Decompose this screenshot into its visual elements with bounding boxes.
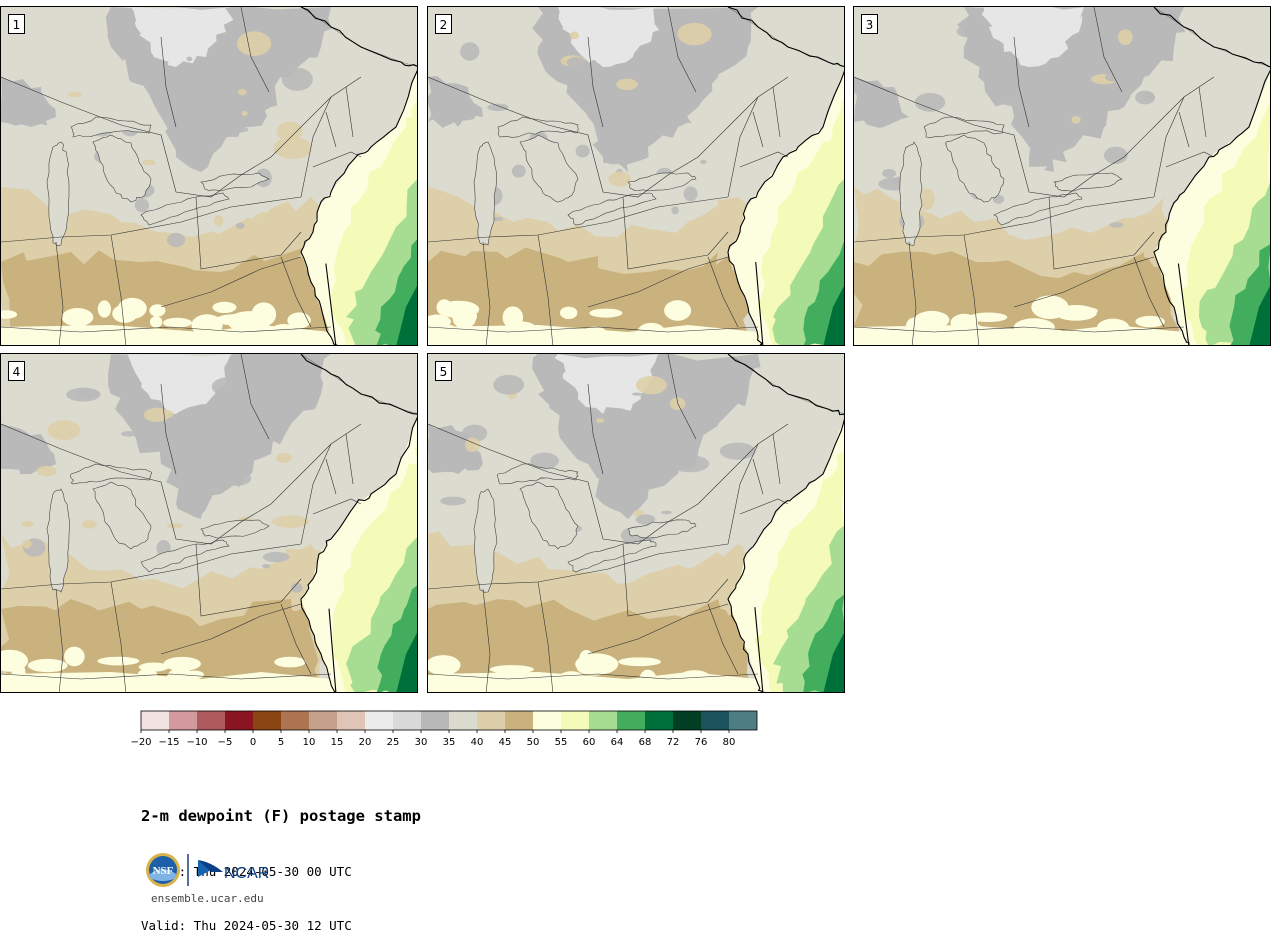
colorbar-tick-label: −10	[186, 737, 207, 748]
dewpoint-colorbar: −20 −15 −10 −5 0 5 10 15 20 25 30 35 40 45 50 55 60 64 68 7…	[130, 710, 758, 748]
map-panel-4: 4	[0, 353, 418, 693]
colorbar-swatch	[253, 711, 281, 730]
colorbar-tick-label: 60	[583, 737, 596, 748]
dewpoint-map-1	[1, 7, 417, 345]
colorbar-tick-label: 20	[359, 737, 372, 748]
plot-title: 2-m dewpoint (F) postage stamp	[141, 807, 421, 825]
colorbar-tick-label: 25	[387, 737, 400, 748]
colorbar-tick-label: 15	[331, 737, 344, 748]
svg-text:NCAR: NCAR	[224, 865, 269, 882]
colorbar-swatch	[337, 711, 365, 730]
map-panel-3: 3	[853, 6, 1271, 346]
colorbar-tick-label: 64	[611, 737, 624, 748]
colorbar-swatch	[701, 711, 729, 730]
colorbar-tick-label: 76	[695, 737, 708, 748]
map-panel-2: 2	[427, 6, 845, 346]
dewpoint-map-3	[854, 7, 1270, 345]
colorbar-tick-label: 0	[250, 737, 256, 748]
colorbar-swatch	[393, 711, 421, 730]
ncar-logo-icon: NCAR	[198, 860, 269, 882]
colorbar-swatch	[533, 711, 561, 730]
member-label-1: 1	[8, 14, 25, 34]
colorbar-swatch	[505, 711, 533, 730]
colorbar-tick-label: −15	[158, 737, 179, 748]
colorbar-tick-label: 50	[527, 737, 540, 748]
map-panel-1: 1	[0, 6, 418, 346]
colorbar-swatch	[281, 711, 309, 730]
member-label-5: 5	[435, 361, 452, 381]
colorbar-tick-label: 35	[443, 737, 456, 748]
colorbar-tick-label: −5	[218, 737, 233, 748]
colorbar-swatch	[673, 711, 701, 730]
colorbar-tick-label: 72	[667, 737, 680, 748]
site-url: ensemble.ucar.edu	[151, 892, 264, 905]
colorbar-swatch	[617, 711, 645, 730]
colorbar-tick-label: 10	[303, 737, 316, 748]
colorbar-swatch	[477, 711, 505, 730]
colorbar-swatch	[421, 711, 449, 730]
colorbar-tick-label: 40	[471, 737, 484, 748]
colorbar-tick-label: 55	[555, 737, 568, 748]
map-panel-5: 5	[427, 353, 845, 693]
colorbar-swatch	[141, 711, 169, 730]
dewpoint-map-4	[1, 354, 417, 692]
colorbar-tick-label: 5	[278, 737, 284, 748]
colorbar-tick-label: 80	[723, 737, 736, 748]
colorbar-swatch	[197, 711, 225, 730]
nsf-logo-icon: NSF	[146, 853, 180, 887]
dewpoint-map-5	[428, 354, 844, 692]
colorbar-swatch	[589, 711, 617, 730]
colorbar-swatch	[561, 711, 589, 730]
colorbar-tick-label: 30	[415, 737, 428, 748]
svg-text:NSF: NSF	[153, 865, 174, 877]
colorbar-swatch	[169, 711, 197, 730]
colorbar-tick-label: 45	[499, 737, 512, 748]
colorbar-tick-label: −20	[130, 737, 151, 748]
valid-time: Valid: Thu 2024-05-30 12 UTC	[141, 917, 352, 933]
member-label-4: 4	[8, 361, 25, 381]
colorbar-swatch	[365, 711, 393, 730]
colorbar-swatch	[309, 711, 337, 730]
colorbar-tick-label: 68	[639, 737, 652, 748]
colorbar-swatch	[225, 711, 253, 730]
colorbar-swatch	[645, 711, 673, 730]
member-label-2: 2	[435, 14, 452, 34]
colorbar-swatch	[449, 711, 477, 730]
member-label-3: 3	[861, 14, 878, 34]
dewpoint-map-2	[428, 7, 844, 345]
nsf-ncar-logos: NSF NCAR	[146, 853, 269, 887]
colorbar-swatch	[729, 711, 757, 730]
